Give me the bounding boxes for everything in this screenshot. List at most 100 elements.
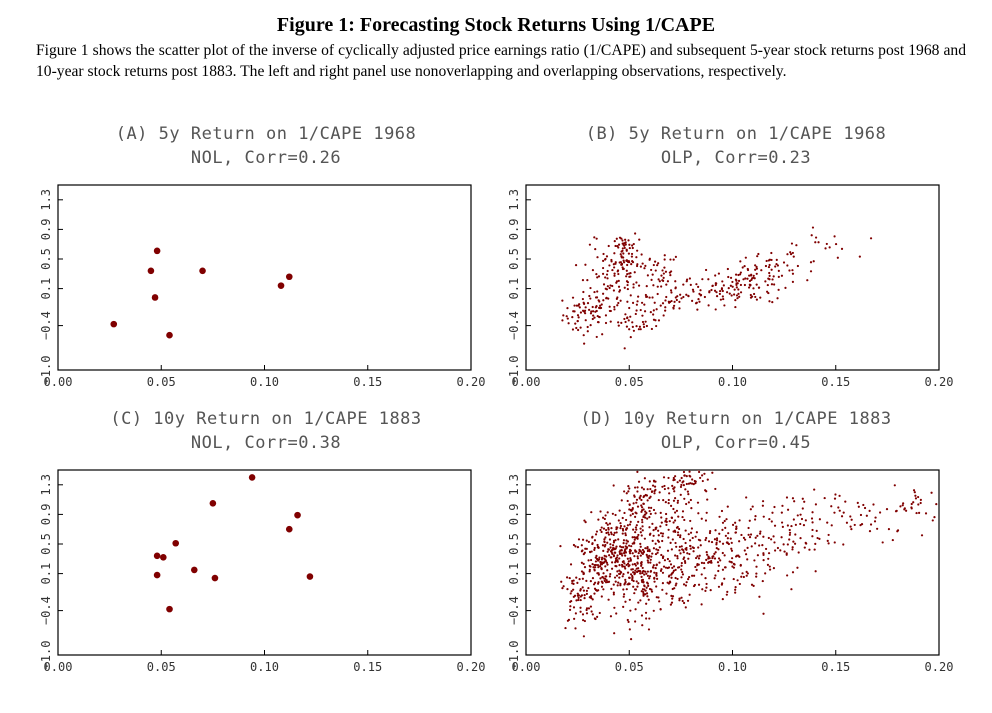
data-point [610, 531, 613, 534]
data-point [625, 269, 628, 272]
data-point [705, 582, 708, 586]
data-point [647, 598, 650, 601]
data-point [816, 536, 819, 540]
data-point [597, 275, 601, 278]
data-point [681, 599, 684, 603]
data-point [622, 259, 625, 262]
data-point [680, 297, 683, 300]
data-point [621, 516, 624, 520]
data-point [619, 299, 622, 302]
data-point [637, 295, 640, 298]
data-point [597, 558, 601, 561]
data-point [707, 540, 711, 543]
data-point [676, 295, 679, 298]
data-point [700, 517, 703, 520]
data-point [630, 252, 634, 256]
data-point [683, 474, 686, 477]
data-point [687, 557, 690, 560]
data-point [641, 314, 644, 317]
data-point [623, 242, 626, 245]
data-point [625, 542, 628, 545]
data-point [623, 525, 626, 528]
data-point [734, 299, 737, 302]
data-point [749, 293, 752, 297]
data-point [650, 278, 653, 281]
data-point [723, 304, 726, 307]
data-point [659, 304, 662, 307]
data-point [754, 515, 757, 518]
data-point [718, 532, 721, 535]
data-point [575, 326, 578, 330]
data-point [675, 526, 679, 529]
data-point [581, 279, 585, 282]
data-point [586, 302, 590, 305]
data-point [703, 472, 706, 475]
data-point [764, 547, 768, 551]
data-point [564, 626, 567, 630]
data-point [803, 500, 806, 503]
data-point [757, 286, 761, 289]
data-point [586, 279, 589, 282]
data-point [632, 571, 635, 574]
data-point [786, 508, 790, 511]
data-point [690, 507, 693, 510]
data-point [621, 527, 625, 531]
data-point [674, 568, 677, 571]
data-point [701, 588, 704, 591]
data-point [608, 538, 612, 541]
data-point [804, 519, 807, 522]
data-point [826, 521, 829, 524]
data-point [600, 558, 604, 561]
data-point [603, 540, 606, 544]
data-point [591, 535, 594, 538]
data-point [699, 293, 703, 297]
y-tick-label: 0.5 [39, 248, 53, 270]
data-point [566, 317, 569, 320]
y-tick-label: 0.9 [39, 504, 53, 526]
y-tick-label: −0.4 [507, 596, 521, 625]
data-point [631, 321, 634, 324]
data-point [600, 585, 604, 588]
data-point [756, 554, 759, 557]
data-point [589, 286, 592, 290]
data-point [749, 296, 753, 299]
data-point [294, 511, 301, 519]
data-point [804, 541, 807, 545]
data-point [773, 505, 776, 509]
data-point [689, 544, 692, 548]
data-point [660, 516, 663, 519]
x-tick-label: 0.20 [457, 375, 486, 389]
data-point [596, 564, 600, 567]
data-point [598, 315, 601, 319]
data-point [673, 511, 677, 514]
data-point [613, 274, 616, 277]
data-point [688, 593, 691, 596]
data-point [572, 588, 575, 591]
data-point [762, 559, 765, 562]
data-point [615, 297, 618, 300]
data-point [748, 536, 752, 539]
data-point [614, 564, 617, 568]
data-point [762, 612, 765, 615]
x-tick-label: 0.10 [718, 375, 747, 389]
data-point [686, 599, 690, 602]
data-point [704, 268, 708, 272]
data-point [665, 517, 668, 520]
data-point [633, 592, 636, 595]
data-point [910, 502, 913, 506]
data-point [626, 571, 630, 574]
data-point [868, 509, 871, 512]
data-point [694, 535, 697, 538]
data-point [619, 584, 622, 587]
data-point [721, 582, 724, 585]
data-point [593, 592, 596, 595]
data-point [750, 583, 754, 586]
data-point [641, 566, 644, 570]
data-point [674, 554, 677, 557]
data-point [662, 314, 665, 317]
data-point [597, 518, 600, 521]
y-tick-label: 1.3 [507, 189, 521, 211]
data-point [924, 512, 928, 515]
data-point [698, 300, 701, 303]
